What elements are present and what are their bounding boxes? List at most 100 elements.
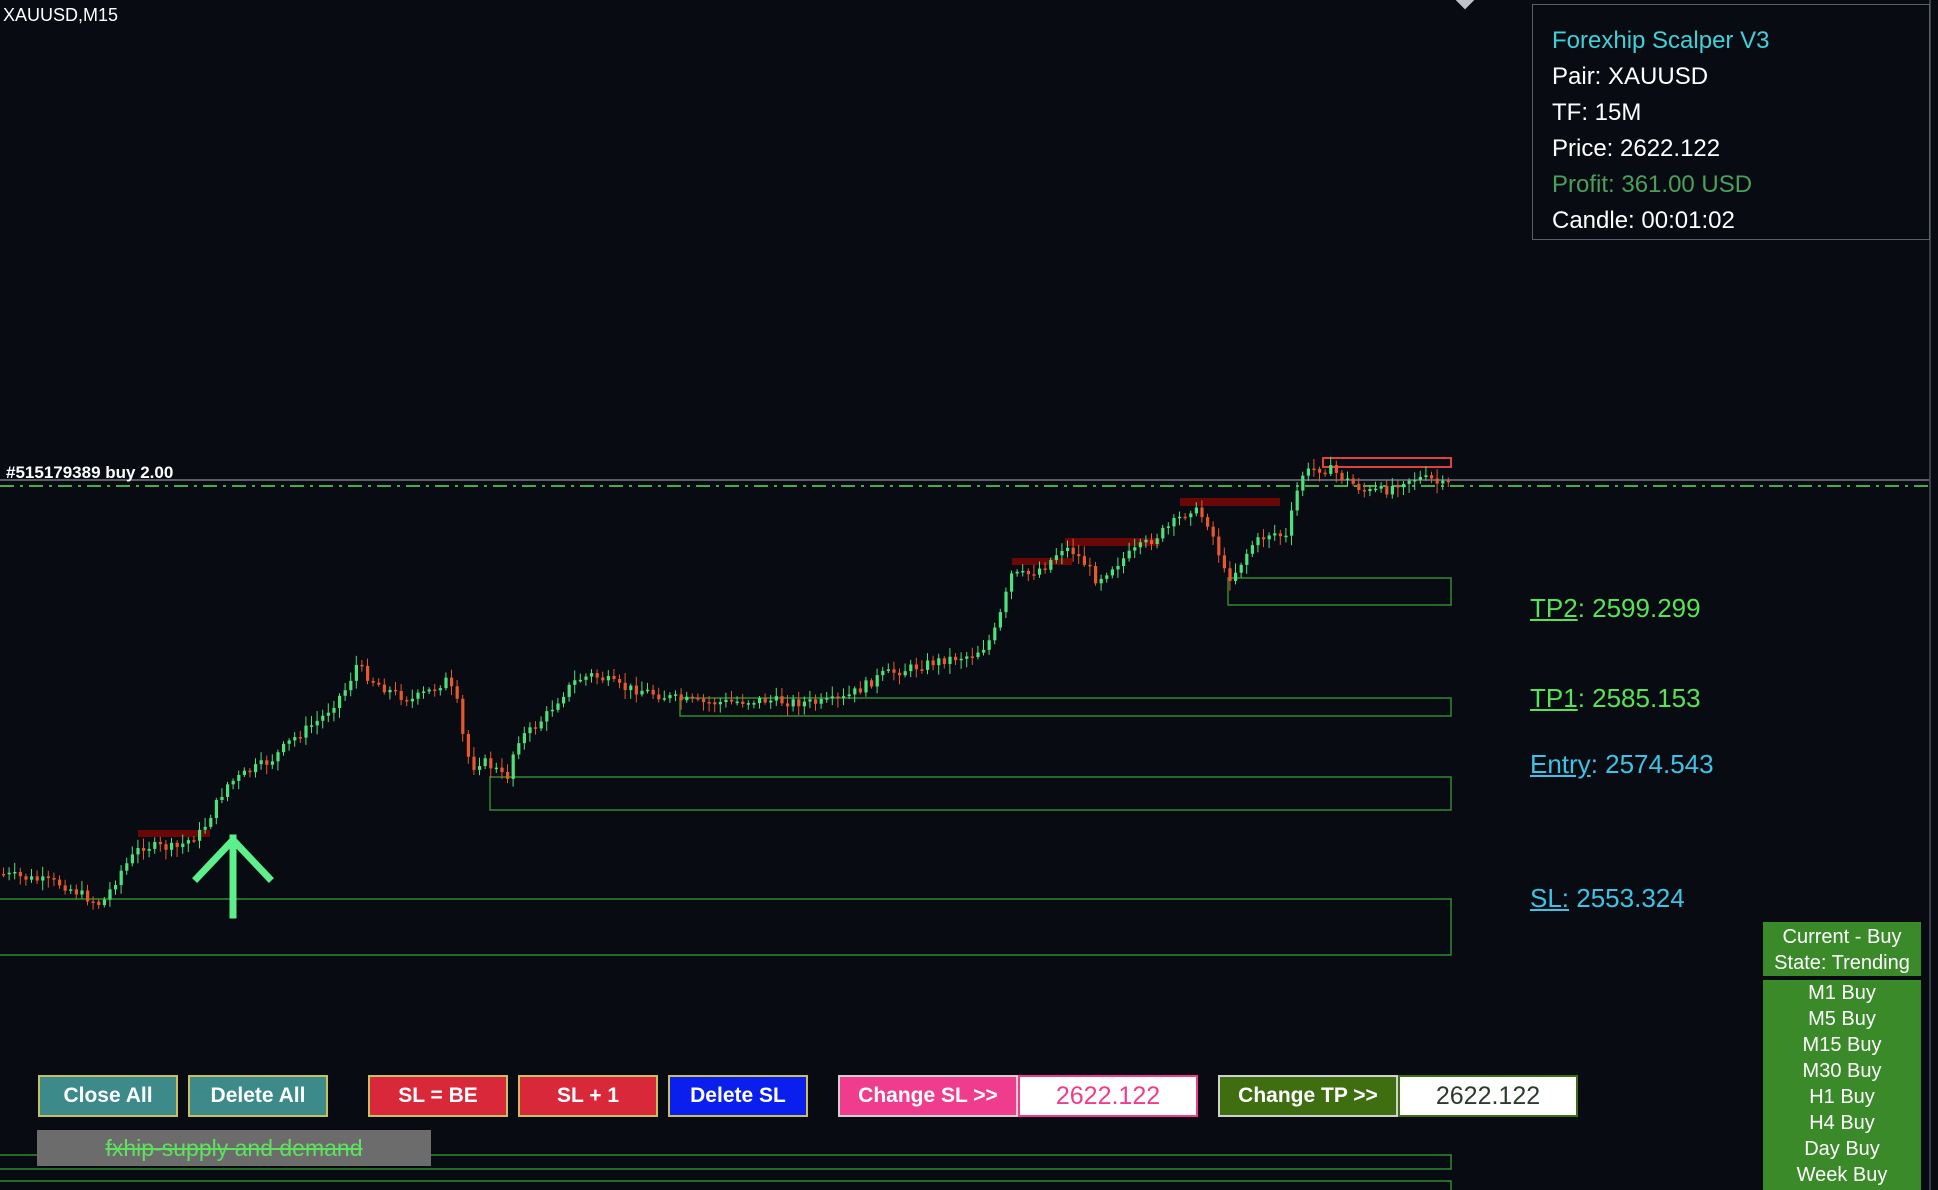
candle-body <box>192 840 196 842</box>
candle-body <box>752 703 756 705</box>
candle-body <box>774 696 778 701</box>
symbol-label: XAUUSD,M15 <box>3 5 119 25</box>
candle-body <box>718 702 722 705</box>
supply-zone <box>1012 558 1072 565</box>
candle-body <box>931 660 935 666</box>
candle-body <box>1250 545 1254 554</box>
change-sl-input[interactable]: 2622.122 <box>1018 1075 1198 1117</box>
candle-body <box>881 670 885 676</box>
candle-body <box>1015 571 1019 574</box>
indicator-name-tag[interactable]: fxhip-supply and demand <box>37 1130 431 1166</box>
candle-body <box>416 692 420 699</box>
candle-body <box>354 664 358 681</box>
candle-body <box>1077 554 1081 557</box>
timeframe-signal: H4 Buy <box>1809 1112 1875 1134</box>
candle-body <box>1172 517 1176 527</box>
candle-body <box>1329 465 1333 474</box>
candle-body <box>366 665 370 681</box>
candle-body <box>1340 472 1344 480</box>
change-tp-input[interactable]: 2622.122 <box>1398 1075 1578 1117</box>
candle-body <box>1379 485 1383 489</box>
sl-value: 2553.324 <box>1569 883 1685 913</box>
candle-body <box>814 699 818 704</box>
candle-body <box>668 695 672 699</box>
candle-body <box>315 720 319 726</box>
candle-body <box>1424 475 1428 478</box>
candle-body <box>1368 489 1372 492</box>
trend-state-panel: Current - Buy State: Trending <box>1763 922 1921 976</box>
candle-body <box>539 721 543 729</box>
candle-body <box>1295 490 1299 511</box>
candle-body <box>1334 465 1338 473</box>
candle-body <box>147 848 151 851</box>
delete-sl-button[interactable]: Delete SL <box>668 1075 808 1117</box>
trade-order-label[interactable]: #515179389 buy 2.00 <box>6 463 174 482</box>
candle-body <box>1273 533 1277 536</box>
candle-body <box>550 709 554 712</box>
candle-body <box>438 688 442 691</box>
candle-body <box>584 676 588 680</box>
sl-breakeven-button[interactable]: SL = BE <box>368 1075 508 1117</box>
market-state: State: Trending <box>1774 952 1910 974</box>
close-all-button[interactable]: Close All <box>38 1075 178 1117</box>
candle-body <box>606 675 610 681</box>
candle-body <box>248 770 252 773</box>
candle-body <box>209 818 213 827</box>
candle-body <box>1206 517 1210 527</box>
change-tp-button[interactable]: Change TP >> <box>1218 1075 1398 1117</box>
candle-body <box>1396 485 1400 488</box>
tp1-value: : 2585.153 <box>1577 683 1701 713</box>
candle-body <box>517 743 521 755</box>
candle-body <box>948 656 952 665</box>
candle-body <box>634 685 638 695</box>
candle-body <box>1110 569 1114 576</box>
candle-body <box>399 690 403 700</box>
delete-all-button[interactable]: Delete All <box>188 1075 328 1117</box>
candle-body <box>1178 516 1182 519</box>
candle-body <box>1116 565 1120 570</box>
candle-body <box>321 715 325 721</box>
candle-body <box>769 700 773 703</box>
candle-body <box>886 669 890 671</box>
candle-body <box>1122 558 1126 566</box>
entry-label: Entry <box>1530 749 1591 779</box>
candle-body <box>982 649 986 653</box>
candle-body <box>1082 556 1086 565</box>
candle-body <box>808 699 812 702</box>
candle-body <box>646 689 650 692</box>
supply-zone <box>1065 538 1160 546</box>
candle-body <box>270 761 274 765</box>
candle-body <box>203 826 207 830</box>
tp1-level: TP1: 2585.153 <box>1530 683 1701 714</box>
candle-body <box>612 675 616 679</box>
candle-body <box>1301 475 1305 491</box>
info-panel: Forexhip Scalper V3 Pair: XAUUSD TF: 15M… <box>1532 4 1930 240</box>
candle-body <box>937 658 941 666</box>
change-sl-button[interactable]: Change SL >> <box>838 1075 1018 1117</box>
pair-text: Pair: XAUUSD <box>1552 63 1709 90</box>
candle-body <box>758 697 762 704</box>
timeframe-signal: M15 Buy <box>1802 1034 1882 1056</box>
candle-body <box>125 863 129 871</box>
candle-body <box>786 703 790 707</box>
candle-body <box>836 696 840 699</box>
candle-body <box>1385 485 1389 495</box>
candle-body <box>1362 489 1366 492</box>
entry-value: : 2574.543 <box>1590 749 1714 779</box>
candle-body <box>1099 578 1103 584</box>
demand-zone <box>0 1154 1452 1170</box>
timeframe-signal: M1 Buy <box>1808 982 1876 1004</box>
candle-body <box>136 848 140 855</box>
sl-plus-one-button[interactable]: SL + 1 <box>518 1075 658 1117</box>
candle-body <box>1066 547 1070 551</box>
candle-body <box>926 660 930 670</box>
timeframe-signal: M5 Buy <box>1808 1008 1876 1030</box>
candle-body <box>511 754 515 779</box>
candle-body <box>1211 526 1215 537</box>
candle-body <box>970 656 974 658</box>
candle-body <box>1407 480 1411 484</box>
supply-zone <box>1322 457 1452 468</box>
candle-body <box>450 677 454 687</box>
